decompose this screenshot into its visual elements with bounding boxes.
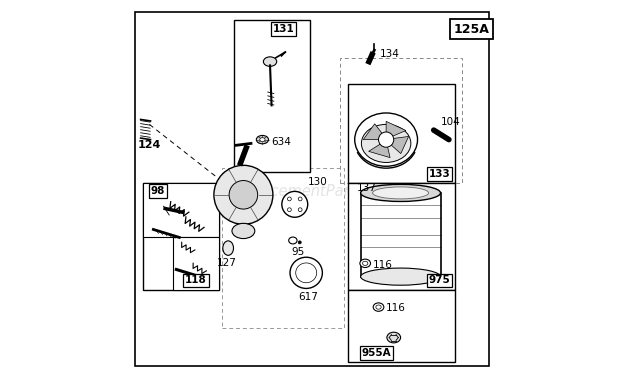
Bar — [361, 193, 441, 277]
Polygon shape — [369, 144, 390, 158]
Ellipse shape — [289, 237, 297, 244]
Polygon shape — [363, 124, 383, 139]
Text: 118: 118 — [185, 275, 206, 285]
Ellipse shape — [282, 191, 308, 217]
Text: 134: 134 — [379, 49, 399, 59]
Circle shape — [378, 132, 394, 147]
Circle shape — [298, 208, 302, 212]
Text: 130: 130 — [308, 177, 328, 187]
Bar — [223, 168, 344, 328]
Bar — [340, 58, 463, 183]
Text: 104: 104 — [441, 118, 461, 128]
Polygon shape — [391, 136, 409, 154]
Bar — [348, 183, 454, 290]
Ellipse shape — [223, 241, 234, 255]
Ellipse shape — [361, 185, 441, 201]
Circle shape — [298, 197, 302, 201]
Text: 634: 634 — [271, 136, 291, 147]
Bar — [143, 183, 219, 237]
Circle shape — [298, 241, 301, 244]
Text: eReplacementParts.com: eReplacementParts.com — [221, 183, 399, 199]
Ellipse shape — [232, 223, 255, 239]
Ellipse shape — [264, 57, 277, 66]
Ellipse shape — [290, 257, 322, 288]
Ellipse shape — [256, 136, 268, 144]
Bar — [348, 290, 454, 362]
Polygon shape — [386, 121, 406, 136]
Ellipse shape — [360, 259, 371, 267]
Text: 125A: 125A — [454, 23, 490, 36]
Text: 116: 116 — [386, 303, 406, 313]
Ellipse shape — [373, 303, 384, 311]
Ellipse shape — [260, 138, 265, 141]
Circle shape — [288, 208, 291, 212]
Ellipse shape — [355, 113, 417, 166]
Bar — [234, 20, 310, 172]
Text: 95: 95 — [291, 247, 304, 257]
Text: 137: 137 — [356, 183, 376, 193]
Bar — [143, 183, 219, 290]
Text: 127: 127 — [216, 257, 236, 268]
Ellipse shape — [361, 268, 441, 285]
Ellipse shape — [387, 332, 401, 343]
Bar — [348, 84, 454, 183]
Text: 617: 617 — [298, 292, 318, 302]
Text: 116: 116 — [373, 260, 392, 270]
Ellipse shape — [296, 263, 317, 283]
Text: 133: 133 — [428, 169, 450, 179]
Text: 975: 975 — [428, 275, 450, 285]
Text: 98: 98 — [151, 186, 165, 196]
Circle shape — [288, 197, 291, 201]
Ellipse shape — [363, 261, 368, 265]
Ellipse shape — [361, 125, 411, 162]
Ellipse shape — [373, 187, 428, 199]
Ellipse shape — [214, 165, 273, 224]
Text: 131: 131 — [272, 24, 294, 34]
Text: 124: 124 — [138, 139, 161, 150]
Ellipse shape — [229, 181, 258, 209]
Bar — [173, 237, 219, 290]
Text: 955A: 955A — [362, 348, 391, 358]
Ellipse shape — [376, 305, 381, 309]
